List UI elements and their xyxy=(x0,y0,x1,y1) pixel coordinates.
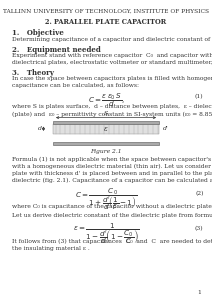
Text: where C₀ is capacitance of the capacitor without a dielectric plate.: where C₀ is capacitance of the capacitor… xyxy=(12,204,212,209)
Text: 1: 1 xyxy=(198,290,201,295)
Text: $C = \dfrac{\varepsilon\,\varepsilon_0\, S}{d},$: $C = \dfrac{\varepsilon\,\varepsilon_0\,… xyxy=(88,92,124,109)
Text: Experiment stand with reference capacitor  C₀  and capacitor with unknown capaci: Experiment stand with reference capacito… xyxy=(12,53,212,58)
Text: Determining capacitance of a capacitor and dielectric constant of the insulating: Determining capacitance of a capacitor a… xyxy=(12,37,212,41)
Text: S: S xyxy=(104,110,108,116)
Text: d: d xyxy=(38,126,42,131)
Bar xyxy=(53,142,159,145)
Text: In case the space between capacitors plates is filled with homogeneous dielectri: In case the space between capacitors pla… xyxy=(12,76,212,81)
Text: plate with thickness d' is placed between and in parallel to the plates of a cap: plate with thickness d' is placed betwee… xyxy=(12,171,212,176)
Text: (3): (3) xyxy=(195,226,204,231)
Text: 2. PARALLEL PLATE CAPACITOR: 2. PARALLEL PLATE CAPACITOR xyxy=(45,18,167,26)
Text: 2.   Equipment needed: 2. Equipment needed xyxy=(12,46,100,54)
Text: Let us derive dielectric constant of the dielectric plate from formula (2):: Let us derive dielectric constant of the… xyxy=(12,212,212,217)
Text: capacitance can be calculated, as follows:: capacitance can be calculated, as follow… xyxy=(12,83,139,88)
Text: the insulating material ε .: the insulating material ε . xyxy=(12,246,89,251)
Text: dielectric (fig. 2.1). Capacitance of a capacitor can be calculated as follows:: dielectric (fig. 2.1). Capacitance of a … xyxy=(12,178,212,183)
Text: with a homogeneous dielectric material (thin air). Let us consider a case when a: with a homogeneous dielectric material (… xyxy=(12,164,212,170)
Text: $\varepsilon = \dfrac{1}{1 - \dfrac{d^{\prime}}{d}\!\left(1 - \dfrac{C_0}{C}\rig: $\varepsilon = \dfrac{1}{1 - \dfrac{d^{\… xyxy=(73,221,139,246)
Text: 3.   Theory: 3. Theory xyxy=(12,69,54,77)
Text: (2): (2) xyxy=(195,191,204,196)
Bar xyxy=(53,121,159,124)
Text: Formula (1) is not applicable when the space between capacitor's plates is not f: Formula (1) is not applicable when the s… xyxy=(12,157,212,163)
Text: dielectrical plates, electrostatic voltmeter or standard multimeter, calliper or: dielectrical plates, electrostatic voltm… xyxy=(12,60,212,65)
Text: d': d' xyxy=(163,126,169,131)
Text: (1): (1) xyxy=(195,94,204,99)
Text: 1.   Objective: 1. Objective xyxy=(12,29,64,38)
Text: $C = \dfrac{C_0}{1 + \dfrac{d^{\prime}}{d}\!\left(\dfrac{1}{\varepsilon} - 1\rig: $C = \dfrac{C_0}{1 + \dfrac{d^{\prime}}{… xyxy=(75,187,137,212)
Text: ε: ε xyxy=(104,125,108,133)
Bar xyxy=(53,124,159,134)
Text: (plate) and  ε₀ – permittivity constant in SI-system units (ε₀ = 8.85 · 10⁻¹²  F: (plate) and ε₀ – permittivity constant i… xyxy=(12,111,212,117)
Text: where S is plates surface,  d – distance between plates,  ε – dielectric constan: where S is plates surface, d – distance … xyxy=(12,104,212,110)
Text: It follows from (3) that capacitances  C₀  and  C  are needed to determine diele: It follows from (3) that capacitances C₀… xyxy=(12,239,212,244)
Text: Figure 2.1: Figure 2.1 xyxy=(90,149,122,154)
Text: TALLINN UNIVERSITY OF TECHNOLOGY, INSTITUTE OF PHYSICS: TALLINN UNIVERSITY OF TECHNOLOGY, INSTIT… xyxy=(3,8,209,14)
